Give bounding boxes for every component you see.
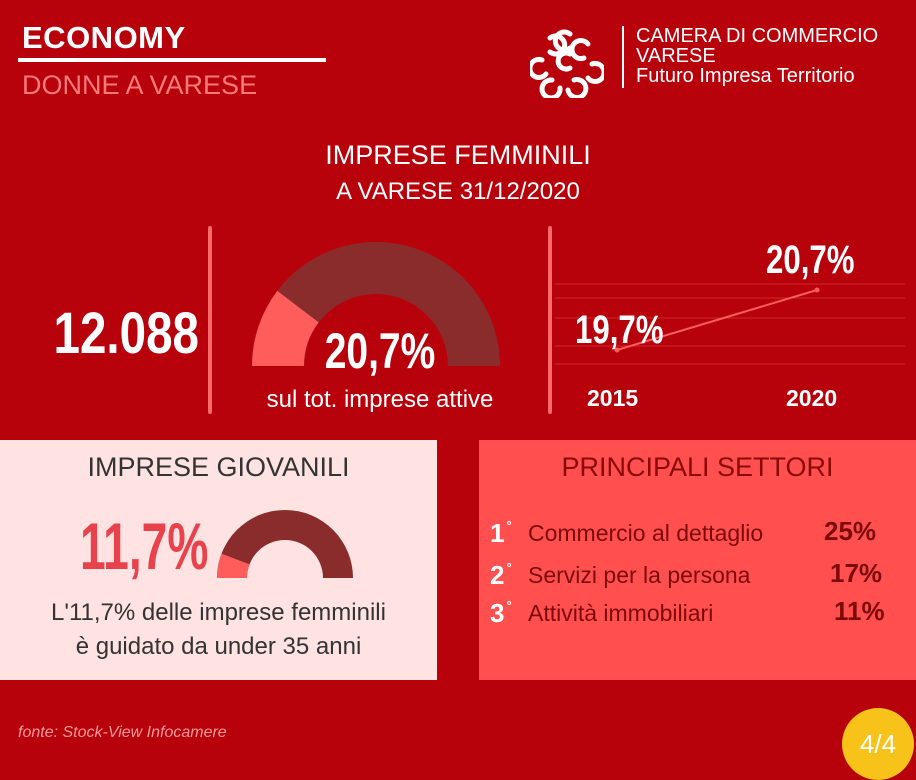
logo-line-1: CAMERA DI COMMERCIO bbox=[636, 25, 879, 47]
trend-value-2015: 19,7% bbox=[575, 308, 664, 352]
panel-imprese-giovanili bbox=[0, 440, 437, 680]
giovanili-line-1: L'11,7% delle imprese femminili bbox=[51, 599, 386, 626]
trend-year-2015: 2015 bbox=[587, 385, 639, 411]
sector-label: Commercio al dettaglio bbox=[528, 520, 764, 546]
main-subtitle: A VARESE 31/12/2020 bbox=[336, 178, 580, 205]
sector-rank: 2 ° bbox=[490, 560, 512, 590]
page-indicator: 4/4 bbox=[842, 708, 914, 780]
trend-line bbox=[616, 289, 818, 351]
sector-rank-number: 1 bbox=[490, 518, 505, 548]
women-business-count: 12.088 bbox=[53, 301, 199, 366]
logo-line-3: Futuro Impresa Territorio bbox=[636, 65, 855, 87]
main-title: IMPRESE FEMMINILI bbox=[325, 140, 591, 170]
logo-separator bbox=[622, 26, 624, 88]
logo-text: CAMERA DI COMMERCIO VARESE Futuro Impres… bbox=[636, 26, 878, 86]
share-caption: sul tot. imprese attive bbox=[266, 386, 494, 413]
giovanili-description: L'11,7% delle imprese femminili è guidat… bbox=[0, 596, 437, 664]
panel-principali-settori bbox=[479, 440, 916, 680]
sector-rank: 3 ° bbox=[490, 598, 512, 628]
gauge-fill bbox=[252, 290, 319, 366]
header-divider bbox=[18, 58, 326, 62]
header-title: ECONOMY bbox=[22, 20, 186, 55]
source-note: fonte: Stock-View Infocamere bbox=[18, 724, 227, 741]
giovanili-value: 11,7% bbox=[80, 509, 209, 583]
sector-pct: 17% bbox=[830, 558, 883, 588]
gauge-fill bbox=[217, 553, 250, 578]
trend-point-2015 bbox=[614, 347, 620, 353]
trend-point-2020 bbox=[814, 287, 820, 293]
trend-value-2020: 20,7% bbox=[766, 238, 855, 282]
sector-rank: 1 ° bbox=[490, 518, 512, 548]
camera-commercio-logo-icon bbox=[530, 29, 604, 98]
settori-title: PRINCIPALI SETTORI bbox=[561, 452, 834, 482]
logo-line-2: VARESE bbox=[636, 45, 716, 67]
divider-right bbox=[548, 226, 552, 414]
sector-rank-number: 3 bbox=[490, 598, 505, 628]
share-value: 20,7% bbox=[324, 323, 436, 379]
header-subtitle: DONNE A VARESE bbox=[22, 70, 258, 100]
sector-pct: 25% bbox=[824, 516, 877, 546]
sector-pct: 11% bbox=[834, 596, 885, 626]
gauge-track bbox=[252, 242, 500, 366]
trend-chart bbox=[555, 283, 905, 365]
divider-left bbox=[208, 226, 212, 414]
share-gauge bbox=[252, 242, 500, 366]
trend-year-2020: 2020 bbox=[786, 385, 838, 411]
giovanili-line-2: è guidato da under 35 anni bbox=[75, 633, 362, 660]
sector-label: Servizi per la persona bbox=[528, 562, 751, 588]
sector-label: Attività immobiliari bbox=[528, 600, 714, 626]
giovanili-title: IMPRESE GIOVANILI bbox=[87, 452, 350, 482]
giovanili-gauge bbox=[217, 510, 353, 578]
gauge-track bbox=[217, 510, 353, 578]
sector-rank-number: 2 bbox=[490, 560, 505, 590]
